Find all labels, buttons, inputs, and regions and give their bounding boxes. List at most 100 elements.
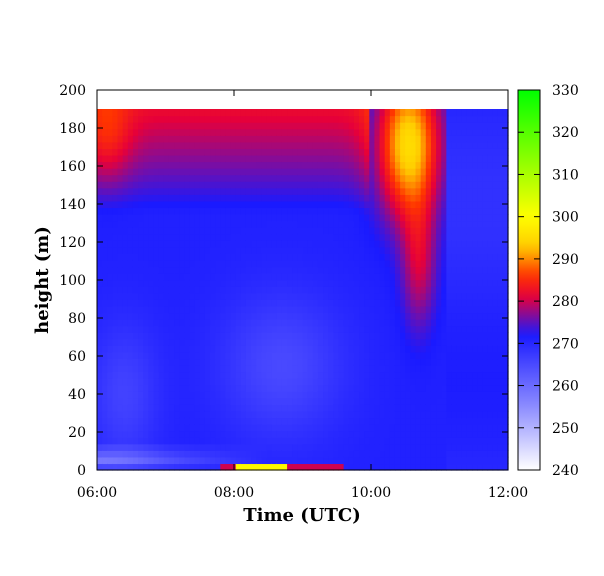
heatmap-cell xyxy=(425,266,432,274)
heatmap-cell xyxy=(425,233,432,241)
heatmap-cell xyxy=(184,122,191,130)
heatmap-cell xyxy=(307,319,314,327)
heatmap-cell xyxy=(271,187,278,195)
heatmap-cell xyxy=(302,227,309,235)
heatmap-cell xyxy=(148,128,155,136)
heatmap-cell xyxy=(415,246,422,254)
heatmap-cell xyxy=(122,168,129,176)
heatmap-cell xyxy=(199,404,206,412)
heatmap-cell xyxy=(482,233,489,241)
heatmap-cell xyxy=(502,437,509,445)
y-tick-label: 120 xyxy=(59,235,86,251)
heatmap-cell xyxy=(456,312,463,320)
heatmap-cell xyxy=(436,410,442,419)
heatmap-cell xyxy=(122,345,129,353)
heatmap-cell xyxy=(420,443,427,451)
heatmap-cell xyxy=(400,292,406,300)
heatmap-cell xyxy=(466,200,473,209)
heatmap-cell xyxy=(271,338,278,346)
heatmap-cell xyxy=(153,115,160,123)
heatmap-cell xyxy=(189,233,196,241)
heatmap-cell xyxy=(317,305,324,314)
heatmap-cell xyxy=(400,450,406,458)
heatmap-cell xyxy=(312,141,319,149)
heatmap-cell xyxy=(323,109,329,117)
heatmap-cell xyxy=(158,443,165,451)
heatmap-cell xyxy=(302,194,309,202)
heatmap-cell xyxy=(199,345,206,353)
heatmap-cell xyxy=(312,135,319,143)
heatmap-cell xyxy=(343,397,350,405)
heatmap-cell xyxy=(245,430,252,438)
heatmap-cell xyxy=(446,266,453,274)
heatmap-cell xyxy=(482,305,489,314)
heatmap-cell xyxy=(261,266,268,274)
heatmap-cell xyxy=(492,286,499,294)
heatmap-cell xyxy=(369,240,376,248)
heatmap-cell xyxy=(441,135,447,143)
heatmap-cell xyxy=(281,227,288,235)
heatmap-cell xyxy=(384,214,391,222)
heatmap-cell xyxy=(122,358,129,366)
heatmap-cell xyxy=(307,207,314,215)
heatmap-cell xyxy=(271,437,278,445)
heatmap-cell xyxy=(112,351,119,360)
heatmap-cell xyxy=(256,128,262,136)
heatmap-cell xyxy=(410,109,417,117)
heatmap-cell xyxy=(333,246,340,254)
heatmap-cell xyxy=(466,286,473,294)
heatmap-cell xyxy=(271,371,278,379)
heatmap-cell xyxy=(348,122,355,130)
heatmap-cell xyxy=(179,187,185,195)
heatmap-cell xyxy=(148,299,155,307)
heatmap-cell xyxy=(369,463,376,471)
heatmap-cell xyxy=(328,135,334,143)
heatmap-cell xyxy=(379,220,386,228)
heatmap-cell xyxy=(235,154,242,163)
heatmap-cell xyxy=(225,312,232,320)
heatmap-cell xyxy=(240,299,247,307)
heatmap-cell xyxy=(122,181,129,189)
heatmap-cell xyxy=(297,450,304,458)
heatmap-cell xyxy=(235,148,242,156)
heatmap-cell xyxy=(251,174,257,182)
x-tick-label: 12:00 xyxy=(488,485,528,501)
heatmap-cell xyxy=(112,332,119,340)
heatmap-cell xyxy=(297,404,304,412)
heatmap-cell xyxy=(328,109,334,117)
heatmap-cell xyxy=(497,292,504,300)
heatmap-cell xyxy=(328,397,334,405)
heatmap-cell xyxy=(168,424,175,432)
heatmap-cell xyxy=(179,424,185,432)
heatmap-cell xyxy=(107,233,114,241)
heatmap-cell xyxy=(456,240,463,248)
heatmap-cell xyxy=(497,207,504,215)
heatmap-cell xyxy=(456,259,463,268)
heatmap-cell xyxy=(179,154,185,163)
heatmap-cell xyxy=(359,148,365,156)
heatmap-cell xyxy=(189,141,196,149)
heatmap-cell xyxy=(502,351,509,360)
heatmap-cell xyxy=(297,286,304,294)
heatmap-cell xyxy=(292,384,298,392)
heatmap-cell xyxy=(446,181,453,189)
heatmap-cell xyxy=(158,154,165,163)
heatmap-cell xyxy=(210,424,216,432)
heatmap-cell xyxy=(492,240,499,248)
heatmap-cell xyxy=(389,456,396,465)
heatmap-cell xyxy=(271,305,278,314)
heatmap-cell xyxy=(122,384,129,392)
heatmap-cell xyxy=(184,286,191,294)
heatmap-cell xyxy=(138,312,144,320)
heatmap-cell xyxy=(343,279,350,287)
heatmap-cell xyxy=(492,148,499,156)
heatmap-cell xyxy=(235,168,242,176)
heatmap-cell xyxy=(215,424,221,432)
heatmap-cell xyxy=(425,430,432,438)
heatmap-cell xyxy=(215,240,221,248)
heatmap-cell xyxy=(410,246,417,254)
heatmap-cell xyxy=(225,194,232,202)
heatmap-cell xyxy=(328,253,334,261)
heatmap-cell xyxy=(415,345,422,353)
heatmap-cell xyxy=(338,240,345,248)
